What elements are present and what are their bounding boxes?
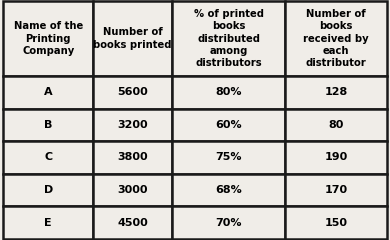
Text: D: D [44,185,53,195]
Bar [172,76,285,108]
Bar [172,174,285,206]
Bar [93,108,172,141]
Bar [93,206,172,239]
Text: 3000: 3000 [117,185,148,195]
Text: Number of
books
received by
each
distributor: Number of books received by each distrib… [303,9,369,68]
Bar [172,206,285,239]
Text: 70%: 70% [215,217,242,228]
Bar [3,1,93,76]
Text: C: C [44,152,52,162]
Bar [285,76,387,108]
Text: 5600: 5600 [117,87,148,97]
Text: 75%: 75% [215,152,242,162]
Bar [172,108,285,141]
Bar [285,206,387,239]
Bar [3,108,93,141]
Text: % of printed
books
distributed
among
distributors: % of printed books distributed among dis… [193,9,264,68]
Bar [93,141,172,174]
Bar [93,174,172,206]
Text: 3800: 3800 [117,152,148,162]
Text: A: A [44,87,53,97]
Text: 128: 128 [324,87,347,97]
Text: 150: 150 [324,217,347,228]
Bar [93,76,172,108]
Text: 80%: 80% [215,87,242,97]
Text: 80: 80 [328,120,344,130]
Text: Name of the
Printing
Company: Name of the Printing Company [14,21,83,56]
Bar [3,76,93,108]
Text: E: E [44,217,52,228]
Text: 68%: 68% [215,185,242,195]
Text: 4500: 4500 [117,217,148,228]
Text: B: B [44,120,52,130]
Bar [172,1,285,76]
Text: 190: 190 [324,152,347,162]
Bar [285,174,387,206]
Bar [285,108,387,141]
Bar [285,1,387,76]
Bar [285,141,387,174]
Text: 170: 170 [324,185,347,195]
Bar [172,141,285,174]
Text: 3200: 3200 [117,120,148,130]
Text: 60%: 60% [215,120,242,130]
Bar [3,174,93,206]
Bar [3,141,93,174]
Text: Number of
books printed: Number of books printed [93,27,172,50]
Bar [3,206,93,239]
Bar [93,1,172,76]
